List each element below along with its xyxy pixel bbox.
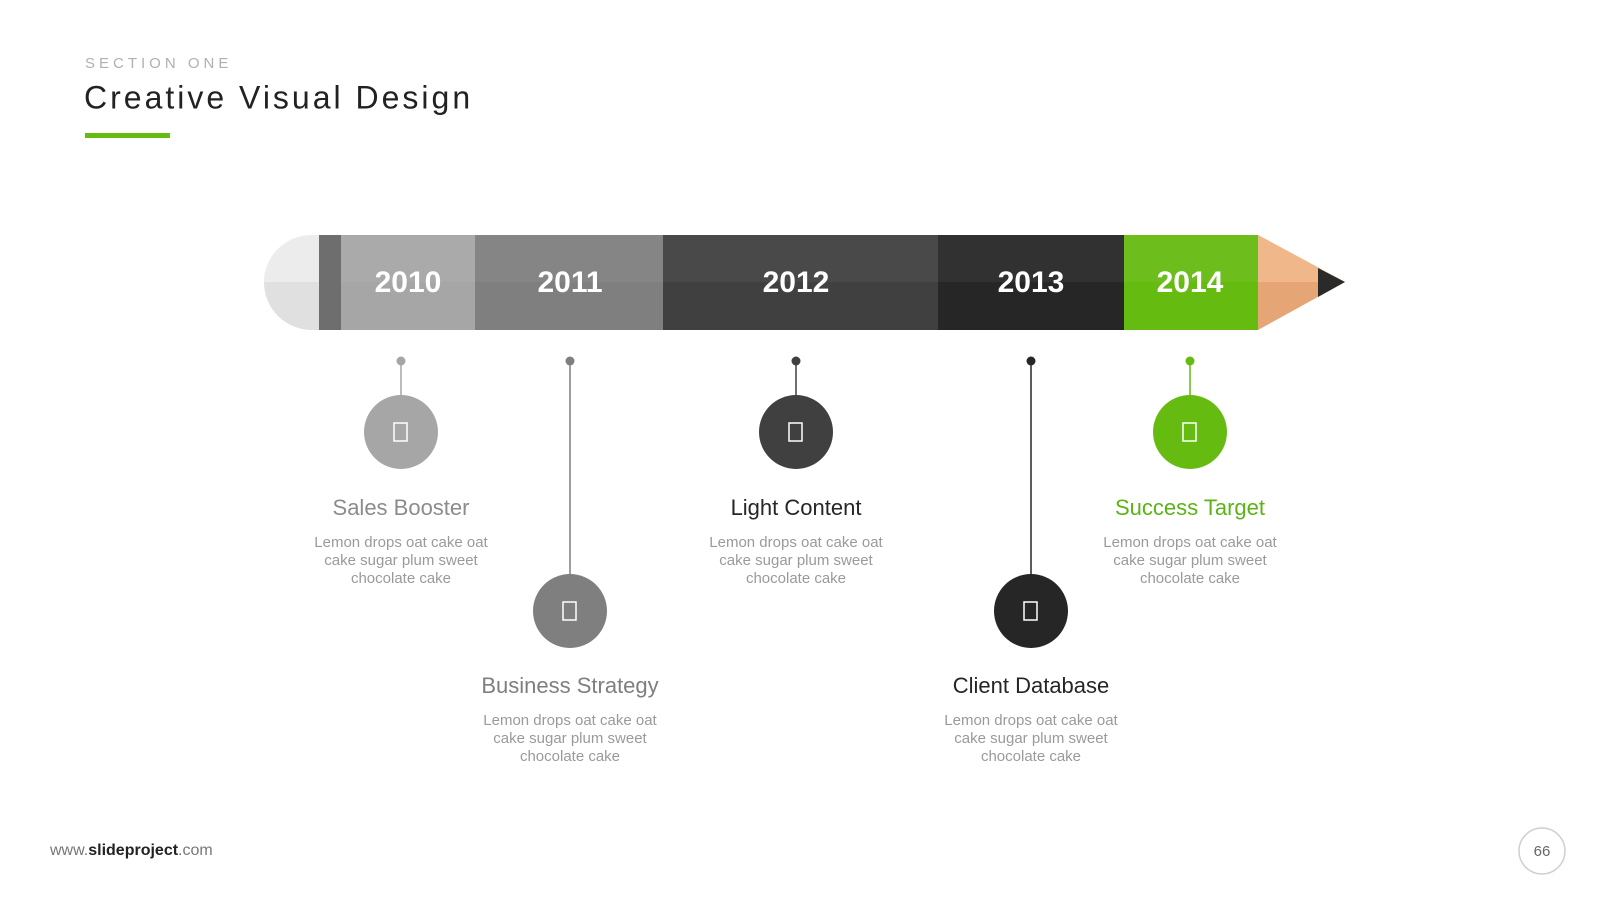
icon-circle <box>759 395 833 469</box>
page-circle <box>1518 827 1566 875</box>
icon <box>393 422 408 442</box>
year-label: 2012 <box>763 266 830 299</box>
item-description: cake sugar plum sweet <box>719 552 873 569</box>
item-description: chocolate cake <box>981 748 1081 765</box>
item-description: chocolate cake <box>520 748 620 765</box>
pencil-lead <box>1318 268 1345 297</box>
pencil-wood-highlight <box>1258 235 1345 282</box>
segment-highlight <box>1124 235 1258 282</box>
item-description: cake sugar plum sweet <box>954 730 1108 747</box>
pencil-segment <box>938 235 1124 330</box>
slide-title: Creative Visual Design <box>84 79 473 115</box>
item-description: chocolate cake <box>746 570 846 587</box>
item-description: Lemon drops oat cake oat <box>483 712 657 729</box>
eraser-highlight <box>264 234 319 282</box>
item-description: Lemon drops oat cake oat <box>314 534 488 551</box>
item-description: cake sugar plum sweet <box>493 730 647 747</box>
page-number: 66 <box>1534 843 1551 860</box>
year-label: 2013 <box>998 266 1065 299</box>
icon-circle <box>533 574 607 648</box>
segment-highlight <box>663 235 938 282</box>
item-title: Success Target <box>1115 495 1265 520</box>
item-title: Sales Booster <box>333 495 470 520</box>
section-label: SECTION ONE <box>85 55 232 72</box>
pencil-segment <box>475 235 663 330</box>
segment-highlight <box>341 235 475 282</box>
segment-highlight <box>475 235 663 282</box>
icon <box>562 601 577 621</box>
item-title: Light Content <box>731 495 862 520</box>
icon <box>1023 601 1038 621</box>
item-description: cake sugar plum sweet <box>324 552 478 569</box>
item-description: chocolate cake <box>351 570 451 587</box>
item-description: cake sugar plum sweet <box>1113 552 1267 569</box>
icon <box>1182 422 1197 442</box>
item-title: Business Strategy <box>481 673 658 698</box>
pencil-segment <box>341 235 475 330</box>
segment-highlight <box>938 235 1124 282</box>
url-suffix: .com <box>178 842 213 859</box>
icon-circle <box>1153 395 1227 469</box>
pencil-segment <box>663 235 938 330</box>
year-label: 2011 <box>537 266 602 299</box>
footer-url: www.slideproject.com <box>49 842 213 859</box>
title-underline <box>85 133 170 138</box>
year-label: 2014 <box>1157 266 1224 299</box>
icon-circle <box>364 395 438 469</box>
item-title: Client Database <box>953 673 1110 698</box>
item-description: chocolate cake <box>1140 570 1240 587</box>
ferrule <box>319 235 341 330</box>
url-brand: slideproject <box>88 842 178 859</box>
year-label: 2010 <box>375 266 442 299</box>
item-description: Lemon drops oat cake oat <box>709 534 883 551</box>
item-description: Lemon drops oat cake oat <box>944 712 1118 729</box>
icon <box>788 422 803 442</box>
icon-circle <box>994 574 1068 648</box>
url-prefix: www. <box>49 842 88 859</box>
pencil-segment <box>1124 235 1258 330</box>
item-description: Lemon drops oat cake oat <box>1103 534 1277 551</box>
